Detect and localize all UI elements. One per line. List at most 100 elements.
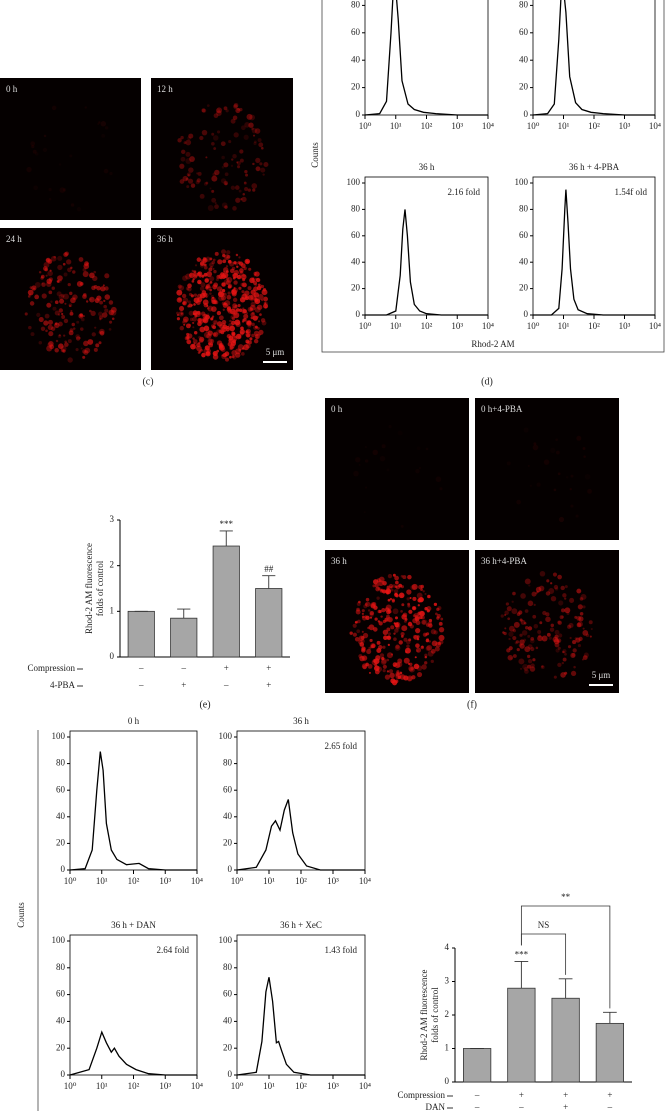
fluorescence-spot xyxy=(242,278,246,282)
fluorescence-spot xyxy=(386,635,391,639)
fluorescence-spot xyxy=(386,627,391,632)
y-tick-label: 0 xyxy=(61,864,66,874)
fluorescence-spot xyxy=(82,271,89,278)
fluorescence-spot xyxy=(63,272,68,277)
fluorescence-spot xyxy=(245,328,251,334)
fluorescence-spot xyxy=(255,325,258,329)
fluorescence-spot xyxy=(221,281,227,287)
fluorescence-spot xyxy=(379,653,385,658)
fluorescence-spot xyxy=(57,334,62,339)
y-tick-label: 20 xyxy=(519,82,529,92)
fluorescence-spot xyxy=(527,626,533,631)
bar xyxy=(170,617,198,658)
fluorescence-spot xyxy=(58,308,63,313)
fluorescence-spot xyxy=(249,307,254,312)
fluorescence-spot xyxy=(60,293,65,298)
fluorescence-spot xyxy=(247,306,253,312)
x-tick-label: 10⁰ xyxy=(64,876,77,886)
fluorescence-spot xyxy=(51,105,57,111)
fluorescence-spot xyxy=(255,336,259,339)
fluorescence-spot xyxy=(510,657,513,660)
fluorescence-spot xyxy=(193,272,199,278)
fluorescence-spot xyxy=(582,605,586,609)
fluorescence-spot xyxy=(520,667,523,670)
fluorescence-spot xyxy=(204,345,211,351)
fluorescence-spot xyxy=(38,271,42,274)
fluorescence-spot xyxy=(417,604,420,607)
fluorescence-spot xyxy=(577,604,583,610)
fluorescence-spot xyxy=(72,327,76,330)
x-tick-label: 10⁴ xyxy=(359,876,371,886)
fluorescence-spot xyxy=(212,354,219,360)
fluorescence-spot xyxy=(218,274,223,279)
fluorescence-spot xyxy=(182,318,188,324)
fluorescence-spot xyxy=(516,612,521,616)
fluorescence-spot xyxy=(226,294,232,300)
fluorescence-spot xyxy=(568,622,574,628)
fluorescence-spot xyxy=(581,658,584,661)
fluorescence-spot xyxy=(553,488,557,492)
fluorescence-spot xyxy=(247,286,252,291)
fluorescence-spot xyxy=(203,313,208,318)
fluorescence-spot xyxy=(69,311,74,316)
fluorescence-spot xyxy=(183,141,187,145)
fluorescence-spot xyxy=(250,312,255,317)
fluorescence-spot xyxy=(575,514,579,518)
y-tick-label: 3 xyxy=(445,976,450,986)
fluorescence-spot xyxy=(201,274,205,278)
error-bar xyxy=(603,1011,617,1024)
fluorescence-spot xyxy=(222,253,226,258)
fluorescence-spot xyxy=(224,254,230,261)
condition-sign: – xyxy=(518,1102,524,1111)
fluorescence-spot xyxy=(524,646,531,653)
fluorescence-spot xyxy=(190,183,196,188)
y-tick-label: 80 xyxy=(223,962,233,972)
fluorescence-spot xyxy=(228,322,234,329)
fluorescence-spot xyxy=(97,311,103,317)
fluorescence-spot xyxy=(386,658,390,662)
fluorescence-spot xyxy=(54,322,58,325)
fluorescence-spot xyxy=(436,607,440,611)
y-tick-label: 20 xyxy=(519,283,529,293)
fluorescence-spot xyxy=(401,625,408,632)
fluorescence-spot xyxy=(180,135,184,140)
fluorescence-spot xyxy=(198,350,202,353)
fluorescence-spot xyxy=(203,325,210,332)
fluorescence-spot xyxy=(227,259,232,264)
fluorescence-spot xyxy=(516,647,520,652)
fluorescence-spot xyxy=(532,444,539,451)
fluorescence-spot xyxy=(524,626,529,630)
y-tick-label: 100 xyxy=(347,177,361,187)
fluorescence-spot xyxy=(186,185,190,189)
fluorescence-spot xyxy=(391,653,394,656)
fluorescence-spot xyxy=(435,476,442,483)
fluorescence-spot xyxy=(206,284,211,289)
y-tick-label: 20 xyxy=(56,1042,66,1052)
fluorescence-spot xyxy=(211,260,215,265)
fluorescence-spot xyxy=(538,634,542,638)
fluorescence-spot xyxy=(524,578,531,585)
fluorescence-spot xyxy=(365,615,370,620)
fluorescence-spot xyxy=(62,188,67,192)
annotation: 2.65 fold xyxy=(325,741,358,751)
fluorescence-spot xyxy=(543,459,550,466)
fluorescence-spot xyxy=(211,132,215,136)
chart-title: 36 h + DAN xyxy=(111,920,156,930)
fluorescence-spot xyxy=(213,282,219,288)
fluorescence-spot xyxy=(179,179,185,184)
fluorescence-spot xyxy=(34,294,40,300)
fluorescence-spot xyxy=(562,593,567,598)
fluorescence-spot xyxy=(221,354,224,357)
fluorescence-spot xyxy=(378,621,383,626)
fluorescence-spot xyxy=(225,280,231,286)
fluorescence-spot xyxy=(225,109,229,113)
fluorescence-spot xyxy=(384,617,389,622)
fluorescence-spot xyxy=(196,293,202,299)
fluorescence-spot xyxy=(203,265,208,270)
chart-title: 36 h + XeC xyxy=(280,920,322,930)
fluorescence-spot xyxy=(41,293,47,299)
fluorescence-spot xyxy=(541,665,544,668)
fluorescence-spot xyxy=(352,623,357,628)
fluorescence-spot xyxy=(176,313,180,317)
fluorescence-spot xyxy=(196,172,199,175)
